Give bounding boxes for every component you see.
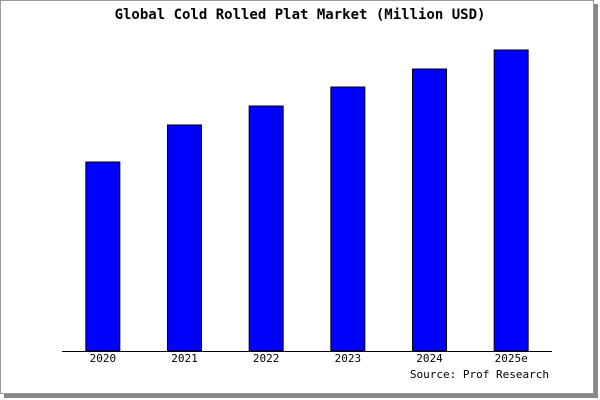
bar bbox=[248, 105, 284, 352]
x-tick-label: 2020 bbox=[90, 352, 117, 365]
x-tick-label: 2021 bbox=[171, 352, 198, 365]
chart-title: Global Cold Rolled Plat Market (Million … bbox=[115, 7, 486, 23]
source-note: Source: Prof Research bbox=[410, 368, 549, 381]
bar bbox=[330, 86, 366, 352]
bar bbox=[412, 68, 447, 352]
x-tick-label: 2022 bbox=[253, 352, 280, 365]
x-tick-label: 2024 bbox=[416, 352, 443, 365]
plot-area bbox=[62, 50, 552, 351]
bar bbox=[167, 124, 202, 352]
x-tick-label: 2023 bbox=[335, 352, 362, 365]
x-tick-label: 2025e bbox=[495, 352, 528, 365]
bar bbox=[493, 49, 529, 352]
bar bbox=[85, 161, 121, 352]
